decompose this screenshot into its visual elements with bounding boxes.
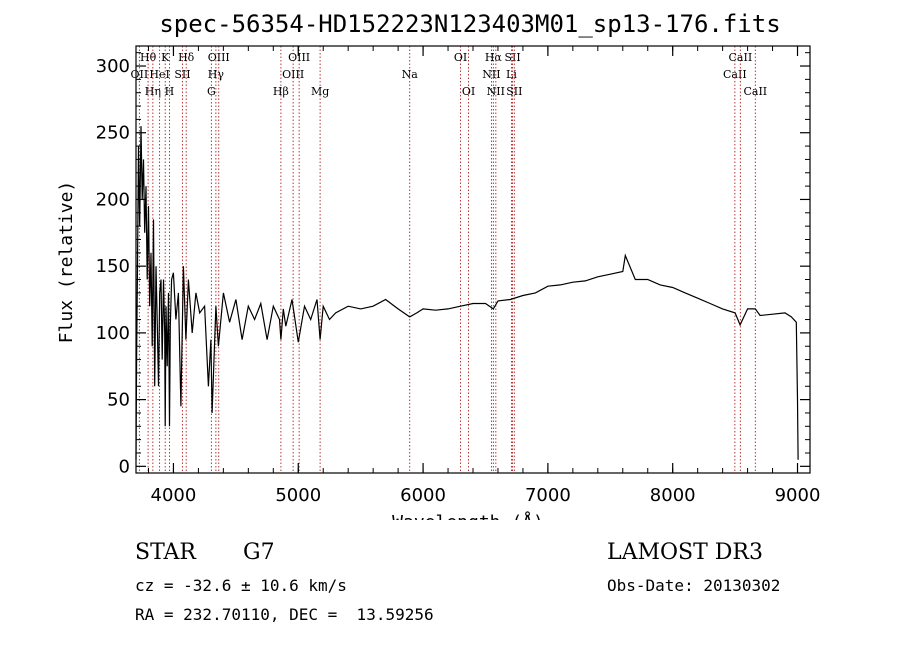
spectral-line-label: CaII	[729, 51, 753, 64]
x-tick-label: 9000	[775, 485, 821, 506]
spectral-line-label: H	[165, 85, 175, 98]
spectral-line-label: Hβ	[273, 85, 289, 98]
spectral-line-label: Na	[402, 68, 419, 81]
spectral-line-label: CaII	[723, 68, 747, 81]
x-tick-label: 4000	[151, 485, 197, 506]
x-tick-label: 6000	[400, 485, 446, 506]
redshift-text: cz = -32.6 ± 10.6 km/s	[135, 576, 347, 595]
object-class: STAR	[135, 540, 196, 565]
spectral-line-label: SII	[506, 85, 522, 98]
spectral-line-label: OIII	[288, 51, 310, 64]
y-tick-label: 150	[96, 256, 130, 277]
spectral-line-label: Mg	[311, 85, 329, 98]
survey-name: LAMOST DR3	[607, 540, 763, 565]
spectrum-chart: spec-56354-HD152223N123403M01_sp13-176.f…	[56, 10, 821, 520]
spectral-line-label: SII	[174, 68, 190, 81]
spectral-line-label: OII	[131, 68, 149, 81]
x-tick-label: 8000	[650, 485, 696, 506]
spectral-line-label: Hη	[145, 85, 161, 98]
spectral-line-label: G	[207, 85, 216, 98]
spectral-line-label: Hδ	[178, 51, 195, 64]
spectral-line-label: Hθ	[140, 51, 157, 64]
spectral-line-label: NII	[482, 68, 500, 81]
y-tick-label: 50	[107, 390, 130, 411]
spectral-line-label: NII	[487, 85, 505, 98]
x-tick-label: 5000	[275, 485, 321, 506]
y-tick-label: 300	[96, 56, 130, 77]
spectral-line-label: OIII	[282, 68, 304, 81]
y-tick-label: 250	[96, 123, 130, 144]
x-tick-label: 7000	[525, 485, 571, 506]
axis-ticks-layer: 4000 5000 6000 7000 8000 9000 0 50 100 150 200 250 3…	[96, 46, 821, 506]
coordinates-text: RA = 232.70110, DEC = 13.59256	[135, 605, 434, 624]
flux-series-line	[135, 126, 799, 460]
spectral-line-label: Li	[506, 68, 517, 81]
spectral-line-label: Hα	[485, 51, 503, 64]
spectral-line-label: SII	[504, 51, 520, 64]
spectral-line-label: K	[161, 51, 170, 64]
spectral-line-label: Hγ	[208, 68, 225, 81]
spectral-line-label: OIII	[208, 51, 230, 64]
x-axis-label: Wavelength (Å)	[392, 511, 544, 520]
y-axis-label: Flux (relative)	[56, 181, 77, 344]
y-tick-label: 0	[119, 456, 130, 477]
chart-title: spec-56354-HD152223N123403M01_sp13-176.f…	[159, 10, 780, 38]
plot-frame	[135, 45, 811, 474]
y-tick-label: 100	[96, 323, 130, 344]
spectral-subclass: G7	[243, 540, 275, 565]
y-tick-label: 200	[96, 189, 130, 210]
spectral-line-label: HeI	[149, 68, 169, 81]
spectral-line-label: OI	[454, 51, 467, 64]
spectral-lines-layer: OII Hθ Hη HeI K H SII Hδ G Hγ OIII Hβ OIII OIII Mg Na OI…	[131, 46, 767, 473]
spectral-line-label: OI	[462, 85, 475, 98]
obs-date: Obs-Date: 20130302	[607, 576, 781, 595]
spectral-line-label: CaII	[743, 85, 767, 98]
